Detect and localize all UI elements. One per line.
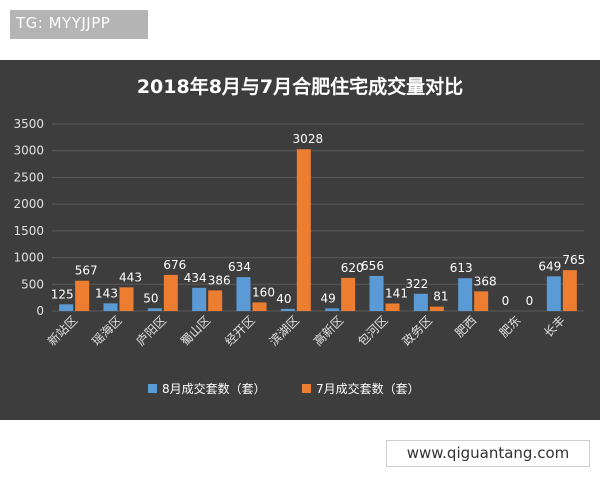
data-label: 656 [361,259,384,273]
bar-aug [236,277,251,311]
bar-jul [163,274,178,311]
data-label: 634 [228,260,251,274]
x-tick-label: 包河区 [355,313,390,348]
bar-jul [562,270,577,311]
data-label: 765 [562,253,585,267]
data-label: 81 [433,290,448,304]
x-tick-label: 经开区 [222,313,257,348]
legend-swatch [302,384,311,393]
bar-jul [75,280,90,311]
x-tick-label: 庐阳区 [133,313,169,349]
bar-jul [474,291,489,311]
x-tick-label: 政务区 [399,313,435,349]
bar-aug [192,287,207,311]
bar-aug [103,303,118,311]
x-tick-label: 肥西 [452,313,479,340]
bar-aug [413,293,428,311]
data-label: 649 [538,259,561,273]
bar-aug [369,275,384,311]
y-tick-label: 1500 [13,224,44,238]
y-tick-label: 2000 [13,197,44,211]
data-label: 49 [321,291,336,305]
y-tick-label: 500 [21,277,44,291]
x-tick-label: 蜀山区 [178,313,213,348]
bar-jul [341,277,356,311]
bar-jul [208,290,223,311]
bar-aug [59,304,74,311]
data-label: 368 [474,274,497,288]
legend-label: 7月成交套数（套） [316,381,420,396]
data-label: 0 [526,294,534,308]
bar-jul [119,287,134,311]
data-label: 613 [450,261,473,275]
data-label: 3028 [293,132,324,146]
x-tick-label: 滨湖区 [266,313,302,349]
data-label: 443 [119,270,142,284]
y-tick-label: 0 [36,304,44,318]
data-label: 567 [75,264,98,278]
data-label: 143 [95,286,118,300]
bar-jul [385,303,400,311]
chart-legend: 8月成交套数（套） 7月成交套数（套） [148,381,420,396]
x-tick-label: 瑶海区 [89,313,125,349]
bar-chart: 2018年8月与7月合肥住宅成交量对比 05001000150020002500… [13,75,585,396]
data-label: 160 [252,285,275,299]
bar-jul [296,149,311,311]
data-label: 434 [184,271,207,285]
bar-jul [252,302,267,311]
data-label: 386 [208,273,231,287]
y-tick-label: 3500 [13,117,44,131]
site-watermark: www.qiguantang.com [386,440,590,467]
bar-aug [325,308,340,311]
bar-aug [458,278,473,311]
bar-aug [147,308,162,311]
x-tick-label: 新站区 [44,313,80,349]
legend-swatch [148,384,157,393]
y-tick-label: 2500 [13,170,44,184]
legend-label: 8月成交套数（套） [162,381,266,396]
x-tick-label: 肥东 [497,313,524,340]
bar-aug [280,308,295,311]
data-label: 322 [405,277,428,291]
x-tick-label: 长丰 [541,313,568,340]
y-tick-label: 3000 [13,144,44,158]
chart-title: 2018年8月与7月合肥住宅成交量对比 [137,75,463,98]
data-label: 141 [385,286,408,300]
chart-panel: 2018年8月与7月合肥住宅成交量对比 0 500 1000 1500 2000 2500… [0,60,600,420]
data-label: 40 [276,292,291,306]
data-label: 50 [143,291,158,305]
data-label: 0 [502,294,510,308]
bar-aug [546,276,561,311]
x-tick-label: 高新区 [310,313,346,349]
tag-label: TG: MYYJJPP [10,10,148,39]
bar-jul [429,306,444,311]
data-label: 676 [163,258,186,272]
data-label: 125 [51,287,74,301]
y-tick-label: 1000 [13,251,44,265]
data-label: 620 [341,261,364,275]
